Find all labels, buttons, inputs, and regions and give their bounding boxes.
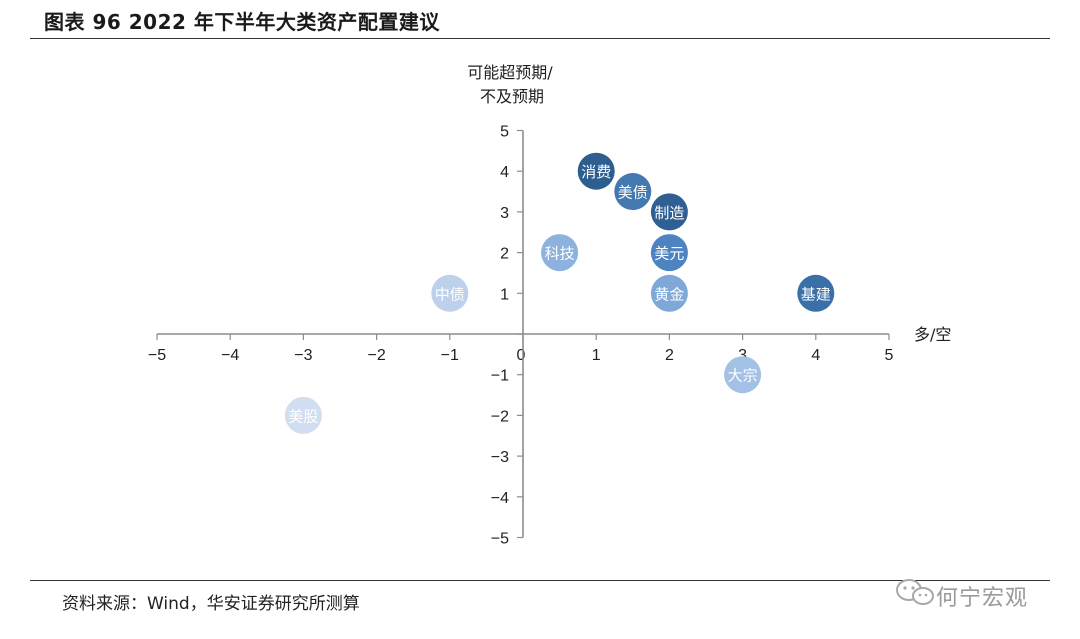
x-tick-label: 5 [885, 347, 894, 364]
chart-title: 图表 96 2022 年下半年大类资产配置建议 [44, 10, 440, 34]
x-tick-label: 1 [592, 347, 601, 364]
bubble-point [614, 173, 652, 211]
bubble-中债: 中债 [431, 274, 469, 312]
bubble-基建: 基建 [797, 274, 835, 312]
bubble-point [650, 234, 688, 272]
x-tick-label: −1 [441, 347, 459, 364]
y-tick-label: 4 [500, 164, 509, 181]
x-tick-label: 3 [738, 347, 747, 364]
bubble-label: 基建 [801, 285, 831, 303]
bubble-label: 消费 [581, 163, 611, 181]
bubble-point [724, 356, 762, 394]
x-tick-label: 0 [517, 347, 526, 364]
y-tick-label: −4 [491, 490, 509, 507]
bubble-label: 制造 [654, 204, 684, 222]
source-note: 资料来源：Wind，华安证券研究所测算 [62, 594, 360, 614]
bottom-rule [30, 580, 1050, 581]
top-rule [30, 38, 1050, 39]
y-tick-label: −1 [491, 368, 509, 385]
bubble-黄金: 黄金 [650, 274, 688, 312]
bubble-point [284, 396, 322, 434]
x-tick-label: −2 [367, 347, 385, 364]
bubble-制造: 制造 [650, 193, 688, 231]
y-tick-label: 5 [500, 124, 509, 141]
bubble-label: 美元 [654, 245, 684, 263]
bubble-label: 科技 [545, 245, 575, 263]
y-tick-label: −5 [491, 531, 509, 548]
y-axis-title-line1: 可能超预期/ [467, 63, 553, 82]
y-tick-label: 1 [500, 286, 509, 303]
bubble-label: 大宗 [728, 367, 758, 385]
bubble-美债: 美债 [614, 173, 652, 211]
y-tick-label: −2 [491, 408, 509, 425]
bubble-label: 黄金 [654, 285, 684, 303]
watermark-text: 何宁宏观 [936, 586, 1029, 611]
x-tick-label: −5 [148, 347, 166, 364]
x-axis-title: 多/空 [914, 325, 951, 344]
bubble-point [797, 274, 835, 312]
bubble-大宗: 大宗 [724, 356, 762, 394]
bubble-美股: 美股 [284, 396, 322, 434]
bubble-label: 美债 [618, 184, 648, 202]
bubble-point [541, 234, 579, 272]
y-axis-title-line2: 不及预期 [480, 87, 544, 106]
wechat-icon [896, 579, 934, 605]
bubble-消费: 消费 [577, 152, 615, 190]
bubble-科技: 科技 [541, 234, 579, 272]
bubble-label: 美股 [288, 407, 318, 425]
x-tick-label: 2 [665, 347, 674, 364]
bubble-label: 中债 [435, 285, 465, 303]
x-tick-label: 4 [811, 347, 820, 364]
x-tick-label: −4 [221, 347, 239, 364]
x-tick-label: −3 [294, 347, 312, 364]
y-tick-label: −3 [491, 449, 509, 466]
bubble-美元: 美元 [650, 234, 688, 272]
bubble-point [650, 274, 688, 312]
y-tick-label: 2 [500, 246, 509, 263]
bubble-point [577, 152, 615, 190]
bubble-point [431, 274, 469, 312]
y-tick-label: 3 [500, 205, 509, 222]
bubble-point [650, 193, 688, 231]
